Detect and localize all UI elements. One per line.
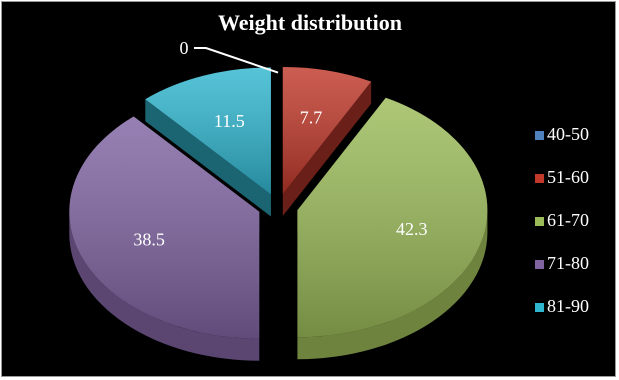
chart-title: Weight distribution	[218, 10, 402, 35]
legend-swatch-71-80	[535, 260, 544, 269]
slice-edge	[297, 210, 488, 360]
slice-edge	[69, 211, 260, 361]
legend-swatch-81-90	[535, 303, 544, 312]
slice-side-51-60	[282, 81, 372, 216]
data-label-40-50: 0	[180, 38, 189, 58]
slice-wall	[145, 99, 271, 217]
pie-slice-shine	[145, 67, 271, 195]
pie-slice-shine	[297, 97, 488, 338]
data-label-51-60: 7.7	[300, 108, 323, 128]
pie-slice-shine	[282, 66, 372, 194]
pie-slice-shine	[69, 116, 260, 339]
legend-swatch-40-50	[535, 131, 544, 140]
legend-swatch-61-70	[535, 217, 544, 226]
legend-label-40-50: 40-50	[547, 124, 589, 144]
legend-label-51-60: 51-60	[547, 167, 589, 187]
data-label-61-70: 42.3	[396, 219, 428, 239]
legend-label-81-90: 81-90	[547, 296, 589, 316]
zero-leader-line	[194, 47, 279, 74]
data-label-71-80: 38.5	[133, 230, 165, 250]
data-label-81-90: 11.5	[214, 111, 245, 131]
legend-label-71-80: 71-80	[547, 253, 589, 273]
data-labels: 0 7.7 42.3 38.5 11.5	[133, 38, 427, 250]
slice-wall	[282, 81, 372, 216]
pie-slice-tops	[69, 66, 488, 339]
slice-side-81-90	[145, 99, 271, 217]
legend-swatch-51-60	[535, 174, 544, 183]
legend: 40-50 51-60 61-70 71-80 81-90	[535, 124, 589, 316]
legend-label-61-70: 61-70	[547, 210, 589, 230]
